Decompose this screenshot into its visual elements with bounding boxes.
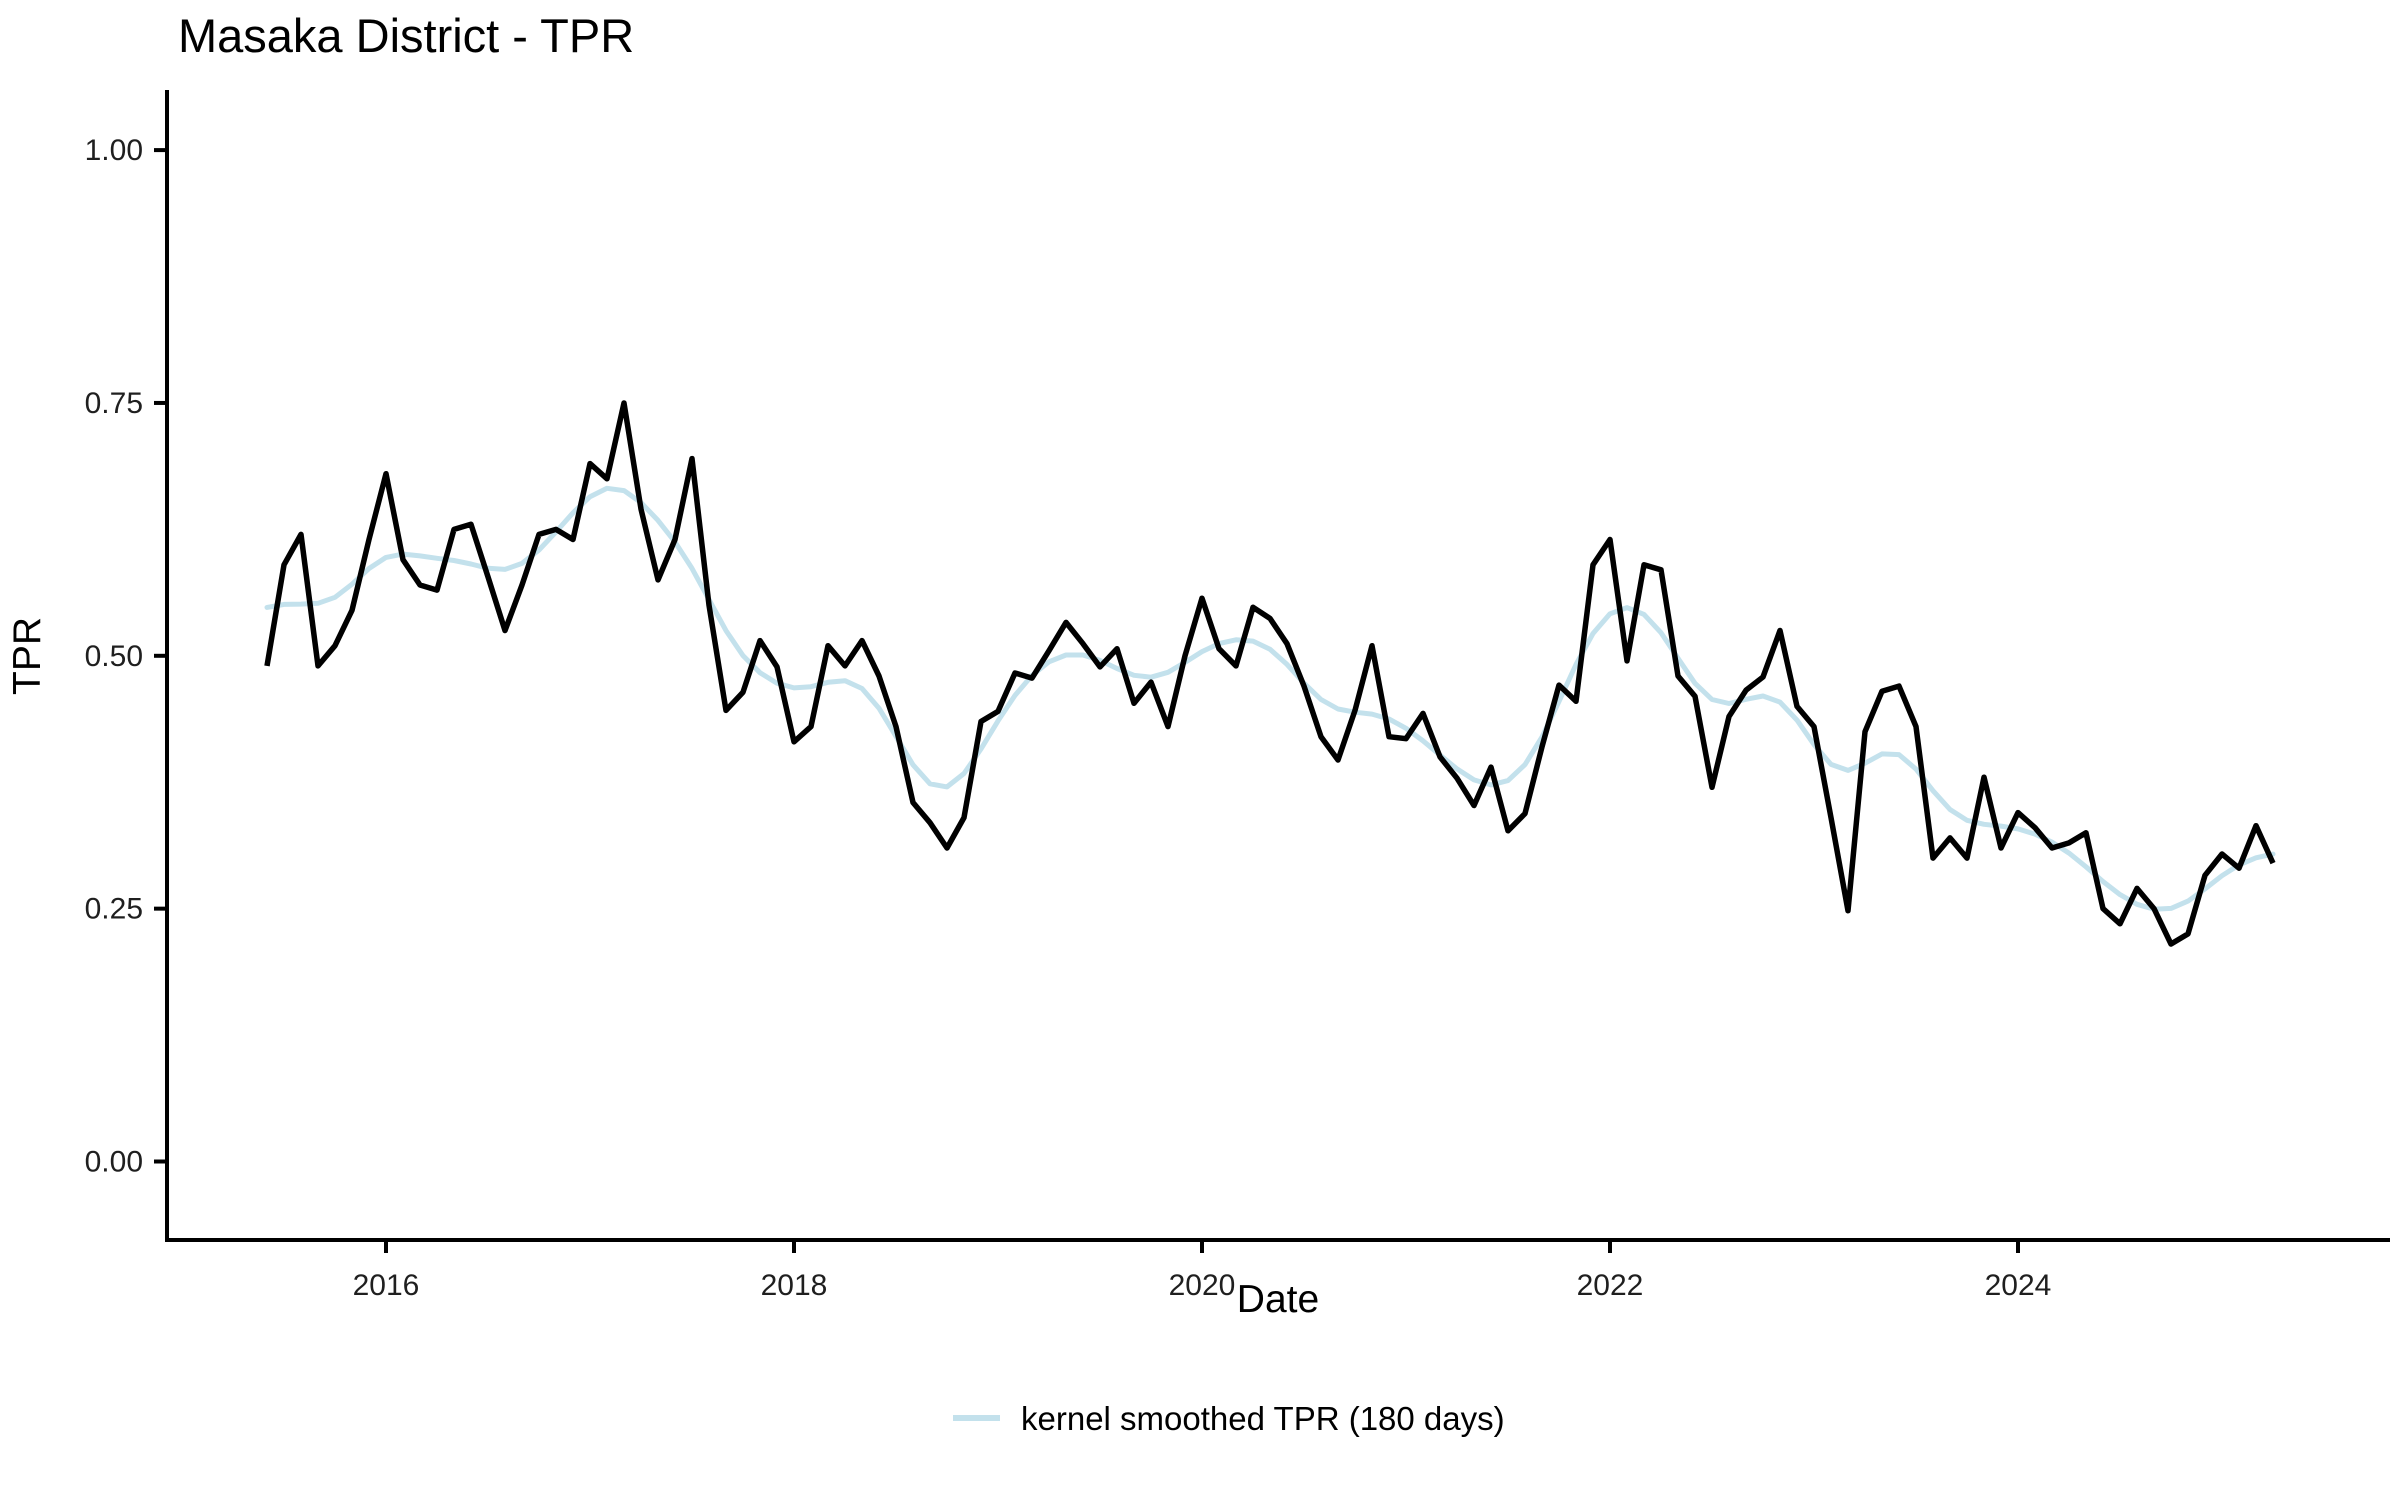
y-tick-label: 0.25 <box>85 893 143 926</box>
x-axis-label: Date <box>1237 1278 1319 1321</box>
legend-label: kernel smoothed TPR (180 days) <box>1021 1400 1505 1437</box>
x-tick-label: 2020 <box>1169 1269 1236 1302</box>
x-tick-label: 2024 <box>1985 1269 2052 1302</box>
legend: kernel smoothed TPR (180 days) <box>953 1400 1505 1437</box>
y-tick-label: 0.50 <box>85 640 143 673</box>
y-axis-label: TPR <box>6 617 49 695</box>
x-tick-label: 2022 <box>1577 1269 1644 1302</box>
monthly-tpr-line <box>264 400 2276 947</box>
y-axis-ticks: 0.00 0.25 0.50 0.75 1.00 <box>85 134 167 1179</box>
x-axis-ticks: 2016 2018 2020 2022 2024 <box>353 1240 2052 1302</box>
x-tick-label: 2016 <box>353 1269 420 1302</box>
plot-axes <box>165 90 2390 1242</box>
kernel-smoothed-line <box>264 485 2276 912</box>
chart-title: Masaka District - TPR <box>178 9 634 62</box>
x-tick-label: 2018 <box>761 1269 828 1302</box>
y-tick-label: 0.75 <box>85 387 143 420</box>
y-tick-label: 1.00 <box>85 134 143 167</box>
y-tick-label: 0.00 <box>85 1146 143 1179</box>
